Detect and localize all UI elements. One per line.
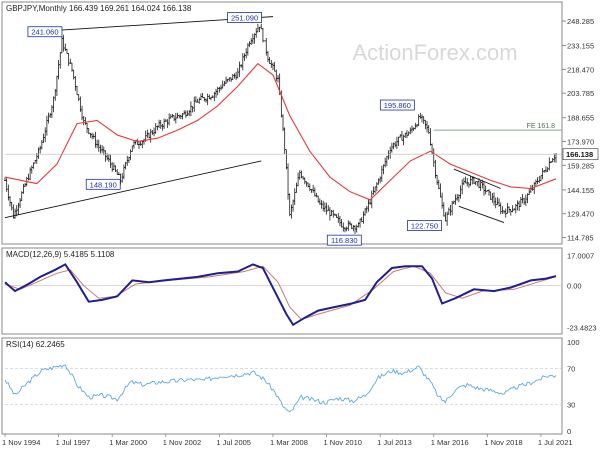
price-level-label: 241.060 <box>31 28 58 37</box>
price-tick-label: 188.655 <box>567 114 594 123</box>
macd-tick-label: -23.4823 <box>567 323 597 332</box>
x-tick-label: 1 Nov 2018 <box>484 438 522 447</box>
price-panel-title: GBPJPY,Monthly 166.439 169.261 164.024 1… <box>6 4 192 13</box>
x-tick-label: 1 Mar 2016 <box>431 438 469 447</box>
macd-line <box>4 263 557 327</box>
price-tick-label: 173.970 <box>567 138 594 147</box>
rsi-tick-label: 70 <box>567 365 575 374</box>
rsi-tick-label: 100 <box>567 338 580 347</box>
x-tick-label: 1 Jul 1997 <box>56 438 91 447</box>
x-tick-label: 1 Mar 2000 <box>109 438 147 447</box>
trendline <box>458 205 505 223</box>
price-bars <box>4 23 557 234</box>
watermark: ActionForex.com <box>352 40 517 65</box>
price-level-box <box>27 26 63 38</box>
price-level-box <box>407 220 442 231</box>
price-tick-label: 144.155 <box>567 186 594 195</box>
macd-signal-line <box>4 265 557 321</box>
rsi-panel <box>1 337 563 435</box>
price-level-label: 251.090 <box>231 13 258 22</box>
price-tick-label: 114.785 <box>567 233 594 242</box>
rsi-tick-label: 0 <box>567 427 571 436</box>
x-tick-label: 1 Mar 2008 <box>270 438 308 447</box>
price-level-label: 148.190 <box>90 180 117 189</box>
price-tick-label: 218.470 <box>567 65 594 74</box>
rsi-line <box>4 364 557 413</box>
price-tick-label: 233.155 <box>567 42 594 51</box>
price-level-label: 116.830 <box>331 236 358 245</box>
price-level-box <box>85 178 121 190</box>
rsi-panel-title: RSI(14) 62.2465 <box>6 340 65 349</box>
rsi-tick-label: 30 <box>567 400 575 409</box>
price-level-box <box>379 99 415 111</box>
macd-tick-label: 0.00 <box>567 282 582 291</box>
last-price-box <box>562 148 599 161</box>
price-tick-label: 129.470 <box>567 210 594 219</box>
fe-reference-label: FE 161.8 <box>527 123 556 130</box>
price-tick-label: 203.785 <box>567 89 594 98</box>
x-tick-label: 1 Nov 1994 <box>2 438 40 447</box>
price-level-box <box>326 234 362 246</box>
x-tick-label: 1 Nov 2010 <box>324 438 362 447</box>
price-tick-label: 248.285 <box>567 17 594 26</box>
x-tick-label: 1 Nov 2002 <box>163 438 201 447</box>
x-tick-label: 1 Jul 2021 <box>538 438 573 447</box>
macd-panel-title: MACD(12,26,9) 5.4185 5.1108 <box>6 250 115 259</box>
x-tick-label: 1 Jul 2013 <box>377 438 412 447</box>
price-level-label: 122.750 <box>411 222 438 231</box>
price-panel <box>1 1 563 245</box>
moving-average-line <box>4 62 557 201</box>
x-tick-label: 1 Jul 2005 <box>216 438 251 447</box>
macd-tick-label: 17.0007 <box>567 252 594 261</box>
price-level-box <box>227 12 262 23</box>
price-level-label: 195.860 <box>384 101 411 110</box>
trendline <box>453 168 501 189</box>
trendline <box>4 160 262 219</box>
price-tick-label: 159.285 <box>567 161 594 170</box>
macd-panel <box>1 247 563 335</box>
last-price-label: 166.138 <box>566 150 593 159</box>
